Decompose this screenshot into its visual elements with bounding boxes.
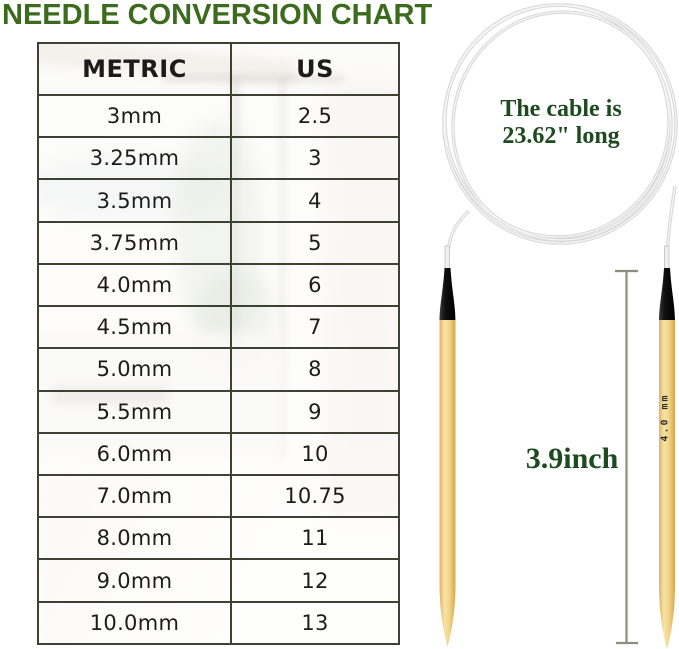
- us-cell: 2.5: [230, 93, 400, 139]
- us-cell: 3: [230, 136, 400, 181]
- cable-note-line2: 23.62" long: [502, 123, 620, 149]
- cable-note-line1: The cable is: [500, 96, 622, 122]
- us-cell: 8: [230, 347, 400, 392]
- table-row: 8.0mm 11: [37, 516, 400, 561]
- metric-cell: 7.0mm: [37, 473, 232, 519]
- us-cell: 11: [230, 516, 400, 561]
- page-title: NEEDLE CONVERSION CHART: [2, 0, 433, 31]
- table-row: 6.0mm 10: [37, 431, 400, 476]
- cable-length-note: The cable is 23.62" long: [450, 96, 672, 150]
- left-needle: [439, 245, 456, 647]
- table-row: 3.5mm 4: [37, 178, 400, 223]
- column-header-us: US: [230, 42, 400, 96]
- table-row: 7.0mm 10.75: [37, 473, 400, 519]
- table-header-row: METRIC US: [37, 42, 400, 96]
- column-header-metric: METRIC: [37, 42, 232, 96]
- metric-cell: 3.75mm: [37, 220, 232, 265]
- metric-cell: 5.0mm: [37, 347, 232, 392]
- needle-size-text: 4.0 mm: [659, 392, 671, 442]
- cable-loop-highlight: [443, 4, 677, 271]
- metric-cell: 3.5mm: [37, 178, 232, 223]
- table-row: 9.0mm 12: [37, 558, 400, 603]
- conversion-table-body: 3mm 2.5 3.25mm 3 3.5mm 4 3.75mm 5 4.0mm …: [37, 93, 400, 646]
- needle-length-label: 3.9inch: [525, 442, 619, 475]
- conversion-table: METRIC US 3mm 2.5 3.25mm 3 3.5mm 4 3.75m…: [37, 42, 400, 646]
- metric-cell: 3mm: [37, 93, 232, 139]
- table-row: 4.0mm 6: [37, 262, 400, 308]
- metric-cell: 6.0mm: [37, 431, 232, 476]
- us-cell: 13: [230, 600, 400, 646]
- conversion-table-section: METRIC US 3mm 2.5 3.25mm 3 3.5mm 4 3.75m…: [37, 42, 400, 646]
- us-cell: 6: [230, 262, 400, 308]
- us-cell: 10.75: [230, 473, 400, 519]
- us-cell: 10: [230, 431, 400, 476]
- us-cell: 7: [230, 305, 400, 350]
- us-cell: 5: [230, 220, 400, 265]
- metric-cell: 10.0mm: [37, 600, 232, 646]
- needle-size-marking: 4.0 mm: [655, 385, 675, 449]
- table-row: 5.0mm 8: [37, 347, 400, 392]
- table-row: 3.25mm 3: [37, 136, 400, 181]
- right-needle: [659, 245, 675, 649]
- metric-cell: 5.5mm: [37, 389, 232, 434]
- measurement-line: [615, 269, 638, 645]
- table-row: 5.5mm 9: [37, 389, 400, 434]
- table-row: 3mm 2.5: [37, 93, 400, 139]
- metric-cell: 4.0mm: [37, 262, 232, 308]
- us-cell: 9: [230, 389, 400, 434]
- metric-cell: 9.0mm: [37, 558, 232, 603]
- table-row: 4.5mm 7: [37, 305, 400, 350]
- us-cell: 12: [230, 558, 400, 603]
- us-cell: 4: [230, 178, 400, 223]
- metric-cell: 3.25mm: [37, 136, 232, 181]
- table-row: 3.75mm 5: [37, 220, 400, 265]
- metric-cell: 8.0mm: [37, 516, 232, 561]
- metric-cell: 4.5mm: [37, 305, 232, 350]
- table-row: 10.0mm 13: [37, 600, 400, 646]
